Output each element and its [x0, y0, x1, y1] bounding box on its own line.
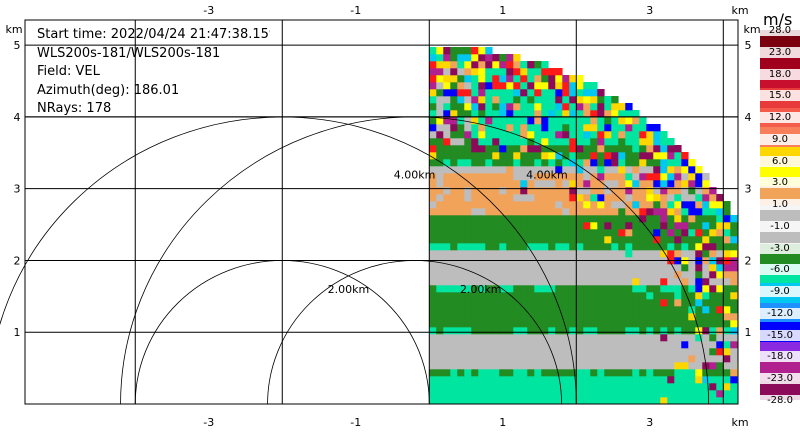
colorbar-label: -6.0 [760, 264, 800, 276]
range-ring-label: 2.00km [328, 283, 370, 296]
x-tick-label-bottom: -1 [350, 416, 361, 429]
grid-lines [25, 20, 738, 404]
colorbar-segment [760, 205, 800, 226]
colorbar-label: 12.0 [760, 112, 800, 124]
start-time-text: Start time: 2022/04/24 21:47:38.159 [37, 27, 270, 42]
colorbar-label: -23.0 [760, 373, 800, 385]
range-ring [0, 116, 577, 405]
colorbar-label: 1.0 [760, 199, 800, 211]
info-panel: Start time: 2022/04/24 21:47:38.159 WLS2… [37, 26, 270, 119]
velocity-field [429, 47, 738, 404]
y-tick-label-left: 4 [14, 111, 21, 124]
range-ring-label: 4.00km [526, 168, 568, 181]
colorbar-label: -18.0 [760, 351, 800, 363]
range-ring [267, 260, 562, 405]
nrays-text: NRays: 178 [37, 101, 112, 116]
x-tick-label-bottom: 3 [646, 416, 653, 429]
colorbar-label: 28.0 [760, 25, 800, 36]
km-label-bottom-right: km [731, 416, 748, 429]
x-tick-label-top: 1 [499, 4, 506, 17]
range-ring-label: 4.00km [394, 168, 436, 181]
y-tick-label-left: 3 [14, 183, 21, 196]
km-label-right: km [743, 23, 760, 36]
x-tick-label-top: -1 [350, 4, 361, 17]
colorbar-label: 18.0 [760, 68, 800, 80]
x-tick-label-bottom: 1 [499, 416, 506, 429]
colorbar: 28.0 23.0 18.0 15.0 12.0 9.0 6.0 3.0 1.0 -1.0 -3.0… [760, 25, 800, 406]
y-tick-label-right: 3 [745, 183, 752, 196]
y-tick-label-right: 4 [745, 111, 752, 124]
colorbar-label: -1.0 [760, 220, 800, 232]
range-ring-label: 2.00km [460, 283, 502, 296]
azimuth-text: Azimuth(deg): 186.01 [37, 82, 180, 98]
colorbar-label: -15.0 [760, 329, 800, 341]
colorbar-label: -3.0 [760, 242, 800, 254]
y-tick-label-right: 2 [745, 254, 752, 267]
colorbar-label: -28.0 [760, 395, 800, 406]
colorbar-label: 6.0 [760, 155, 800, 167]
km-label-top-left: km [5, 23, 22, 36]
colorbar-unit: m/s [763, 10, 793, 29]
colorbar-label: 23.0 [760, 46, 800, 58]
plot-frame [24, 19, 739, 405]
instrument-text: WLS200s-181/WLS200s-181 [37, 45, 221, 61]
colorbar-label: 3.0 [760, 177, 800, 189]
x-tick-label-top: -3 [203, 4, 214, 17]
colorbar-label: 9.0 [760, 133, 800, 145]
y-tick-label-right: 1 [745, 326, 752, 339]
axis-ticks: -3 -3 -1 -1 1 1 3 3 1 1 2 2 3 3 4 4 5 5 km km km km [5, 4, 760, 429]
range-ring [134, 260, 430, 405]
field-text: Field: VEL [37, 64, 100, 79]
colorbar-label: -9.0 [760, 286, 800, 298]
colorbar-label: -12.0 [760, 307, 800, 319]
y-tick-label-left: 2 [14, 254, 21, 267]
x-tick-label-bottom: -3 [203, 416, 214, 429]
km-label-top-right: km [731, 4, 748, 17]
x-tick-label-top: 3 [646, 4, 653, 17]
y-tick-label-left: 1 [14, 326, 21, 339]
y-tick-label-right: 5 [745, 39, 752, 52]
colorbar-label: 15.0 [760, 90, 800, 102]
y-tick-label-left: 5 [14, 39, 21, 52]
